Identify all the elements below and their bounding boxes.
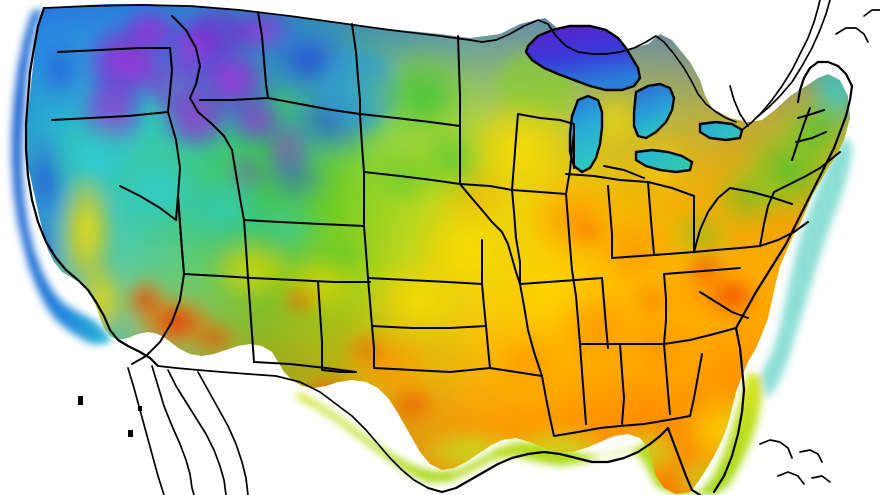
state-border-lines [51, 11, 841, 437]
pacific-ocean-fringe [12, 8, 112, 344]
gulf-atlantic-fringe [296, 136, 852, 495]
lake-superior [524, 24, 642, 92]
lake-ontario [698, 120, 744, 142]
lake-huron [632, 82, 676, 140]
lake-michigan [568, 94, 604, 174]
country-coastline-outlines [24, 0, 880, 495]
great-lakes [524, 24, 744, 174]
lake-erie [634, 148, 694, 174]
